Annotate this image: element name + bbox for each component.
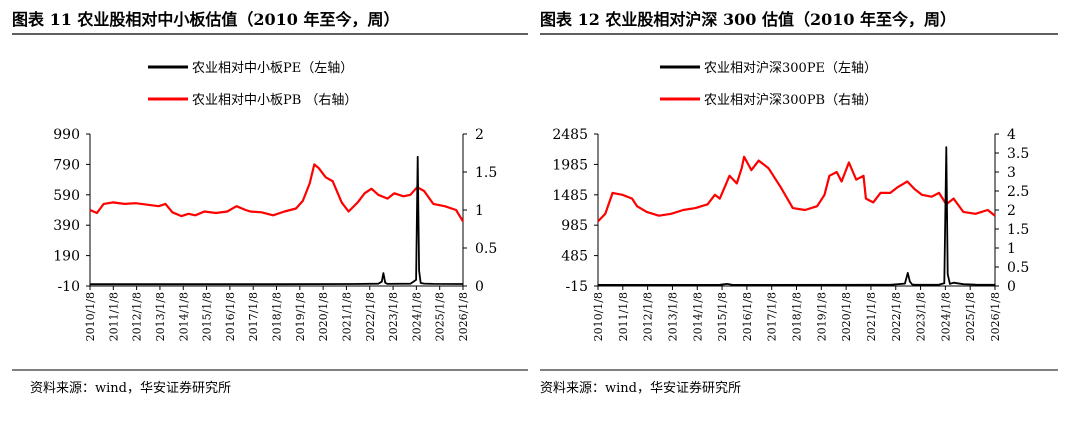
right-tick-label: 1	[1007, 241, 1016, 257]
x-tick-label: 2013/1/8	[154, 292, 167, 341]
x-tick-label: 2019/1/8	[815, 292, 828, 341]
x-tick-label: 2023/1/8	[387, 292, 400, 341]
right-tick-label: 0.5	[1007, 260, 1029, 276]
right-tick-label: 2.5	[1007, 184, 1029, 200]
x-tick-label: 2013/1/8	[666, 292, 679, 341]
right-tick-label: 1.5	[1007, 222, 1029, 238]
source-note: 资料来源：wind，华安证券研究所	[540, 380, 741, 396]
right-tick-label: 0	[1007, 279, 1016, 295]
legend-label-pe: 农业相对沪深300PE（左轴）	[704, 60, 877, 76]
x-tick-label: 2016/1/8	[224, 292, 237, 341]
left-tick-label: 1485	[552, 188, 588, 204]
x-tick-label: 2010/1/8	[84, 292, 97, 341]
left-tick-label: 190	[53, 249, 80, 265]
chart-panel-relative-sme: 图表 11 农业股相对中小板估值（2010 年至今，周） 农业相对中小板PE（左…	[12, 10, 528, 396]
chart-legend: 农业相对沪深300PE（左轴） 农业相对沪深300PB（右轴）	[660, 60, 877, 108]
x-tick-label: 2018/1/8	[271, 292, 284, 341]
legend-label-pe: 农业相对中小板PE（左轴）	[192, 61, 353, 76]
x-tick-label: 2020/1/8	[840, 292, 853, 341]
x-tick-label: 2022/1/8	[890, 292, 903, 341]
left-tick-label: -15	[565, 279, 588, 295]
left-tick-label: 790	[53, 157, 80, 173]
x-tick-label: 2026/1/8	[457, 292, 470, 341]
legend-label-pb: 农业相对中小板PB （右轴）	[192, 93, 357, 108]
x-tick-label: 2015/1/8	[716, 292, 729, 341]
plot-area: 2485 1985 1485 985 485 -15 4 3.5 3 2.5 2 1.5 1 0.5 0 20…	[552, 127, 1029, 341]
x-tick-label: 2026/1/8	[989, 292, 1002, 341]
x-tick-label: 2022/1/8	[364, 292, 377, 341]
right-tick-label: 1.5	[475, 165, 497, 181]
chart-panel-relative-hs300: 图表 12 农业股相对沪深 300 估值（2010 年至今，周） 农业相对沪深3…	[540, 10, 1058, 396]
figure-title: 图表 12 农业股相对沪深 300 估值（2010 年至今，周）	[540, 10, 956, 29]
pb-series-line	[89, 163, 464, 222]
x-tick-label: 2011/1/8	[107, 292, 120, 341]
left-tick-label: 390	[53, 218, 80, 234]
x-tick-label: 2011/1/8	[617, 292, 630, 341]
right-tick-label: 1	[475, 203, 484, 219]
left-tick-label: 590	[53, 188, 80, 204]
x-tick-label: 2021/1/8	[340, 292, 353, 341]
right-tick-label: 0	[475, 279, 484, 295]
chart-legend: 农业相对中小板PE（左轴） 农业相对中小板PB （右轴）	[148, 61, 357, 108]
x-tick-label: 2017/1/8	[766, 292, 779, 341]
x-tick-label: 2021/1/8	[865, 292, 878, 341]
x-tick-label: 2025/1/8	[964, 292, 977, 341]
pe-series-line	[597, 146, 996, 286]
left-tick-label: 990	[53, 127, 80, 143]
left-tick-label: 2485	[552, 127, 588, 143]
x-tick-label: 2012/1/8	[642, 292, 655, 341]
right-tick-label: 3.5	[1007, 146, 1029, 162]
left-tick-label: -10	[57, 279, 80, 295]
right-tick-label: 3	[1007, 165, 1016, 181]
x-tick-label: 2016/1/8	[741, 292, 754, 341]
left-tick-label: 485	[561, 249, 588, 265]
x-tick-label: 2019/1/8	[294, 292, 307, 341]
x-tick-label: 2018/1/8	[791, 292, 804, 341]
left-tick-label: 985	[561, 218, 588, 234]
left-tick-label: 1985	[552, 157, 588, 173]
figure-title: 图表 11 农业股相对中小板估值（2010 年至今，周）	[12, 10, 400, 29]
x-tick-label: 2017/1/8	[247, 292, 260, 341]
x-tick-label: 2014/1/8	[177, 292, 190, 341]
x-tick-label: 2025/1/8	[434, 292, 447, 341]
x-tick-label: 2012/1/8	[131, 292, 144, 341]
x-tick-label: 2023/1/8	[915, 292, 928, 341]
plot-area: 990 790 590 390 190 -10 2 1.5 1 0.5 0 2010/1/8 2011/…	[53, 127, 497, 341]
x-tick-label: 2014/1/8	[691, 292, 704, 341]
right-tick-label: 0.5	[475, 241, 497, 257]
pb-series-line	[597, 155, 996, 223]
source-note: 资料来源：wind，华安证券研究所	[30, 380, 231, 396]
right-tick-label: 2	[475, 127, 484, 143]
x-tick-label: 2010/1/8	[592, 292, 605, 341]
x-tick-label: 2024/1/8	[939, 292, 952, 341]
right-tick-label: 2	[1007, 203, 1016, 219]
x-tick-label: 2015/1/8	[201, 292, 214, 341]
x-tick-label: 2020/1/8	[317, 292, 330, 341]
pe-series-line	[90, 155, 464, 286]
x-tick-label: 2024/1/8	[410, 292, 423, 341]
legend-label-pb: 农业相对沪深300PB（右轴）	[704, 92, 877, 108]
right-tick-label: 4	[1007, 127, 1016, 143]
